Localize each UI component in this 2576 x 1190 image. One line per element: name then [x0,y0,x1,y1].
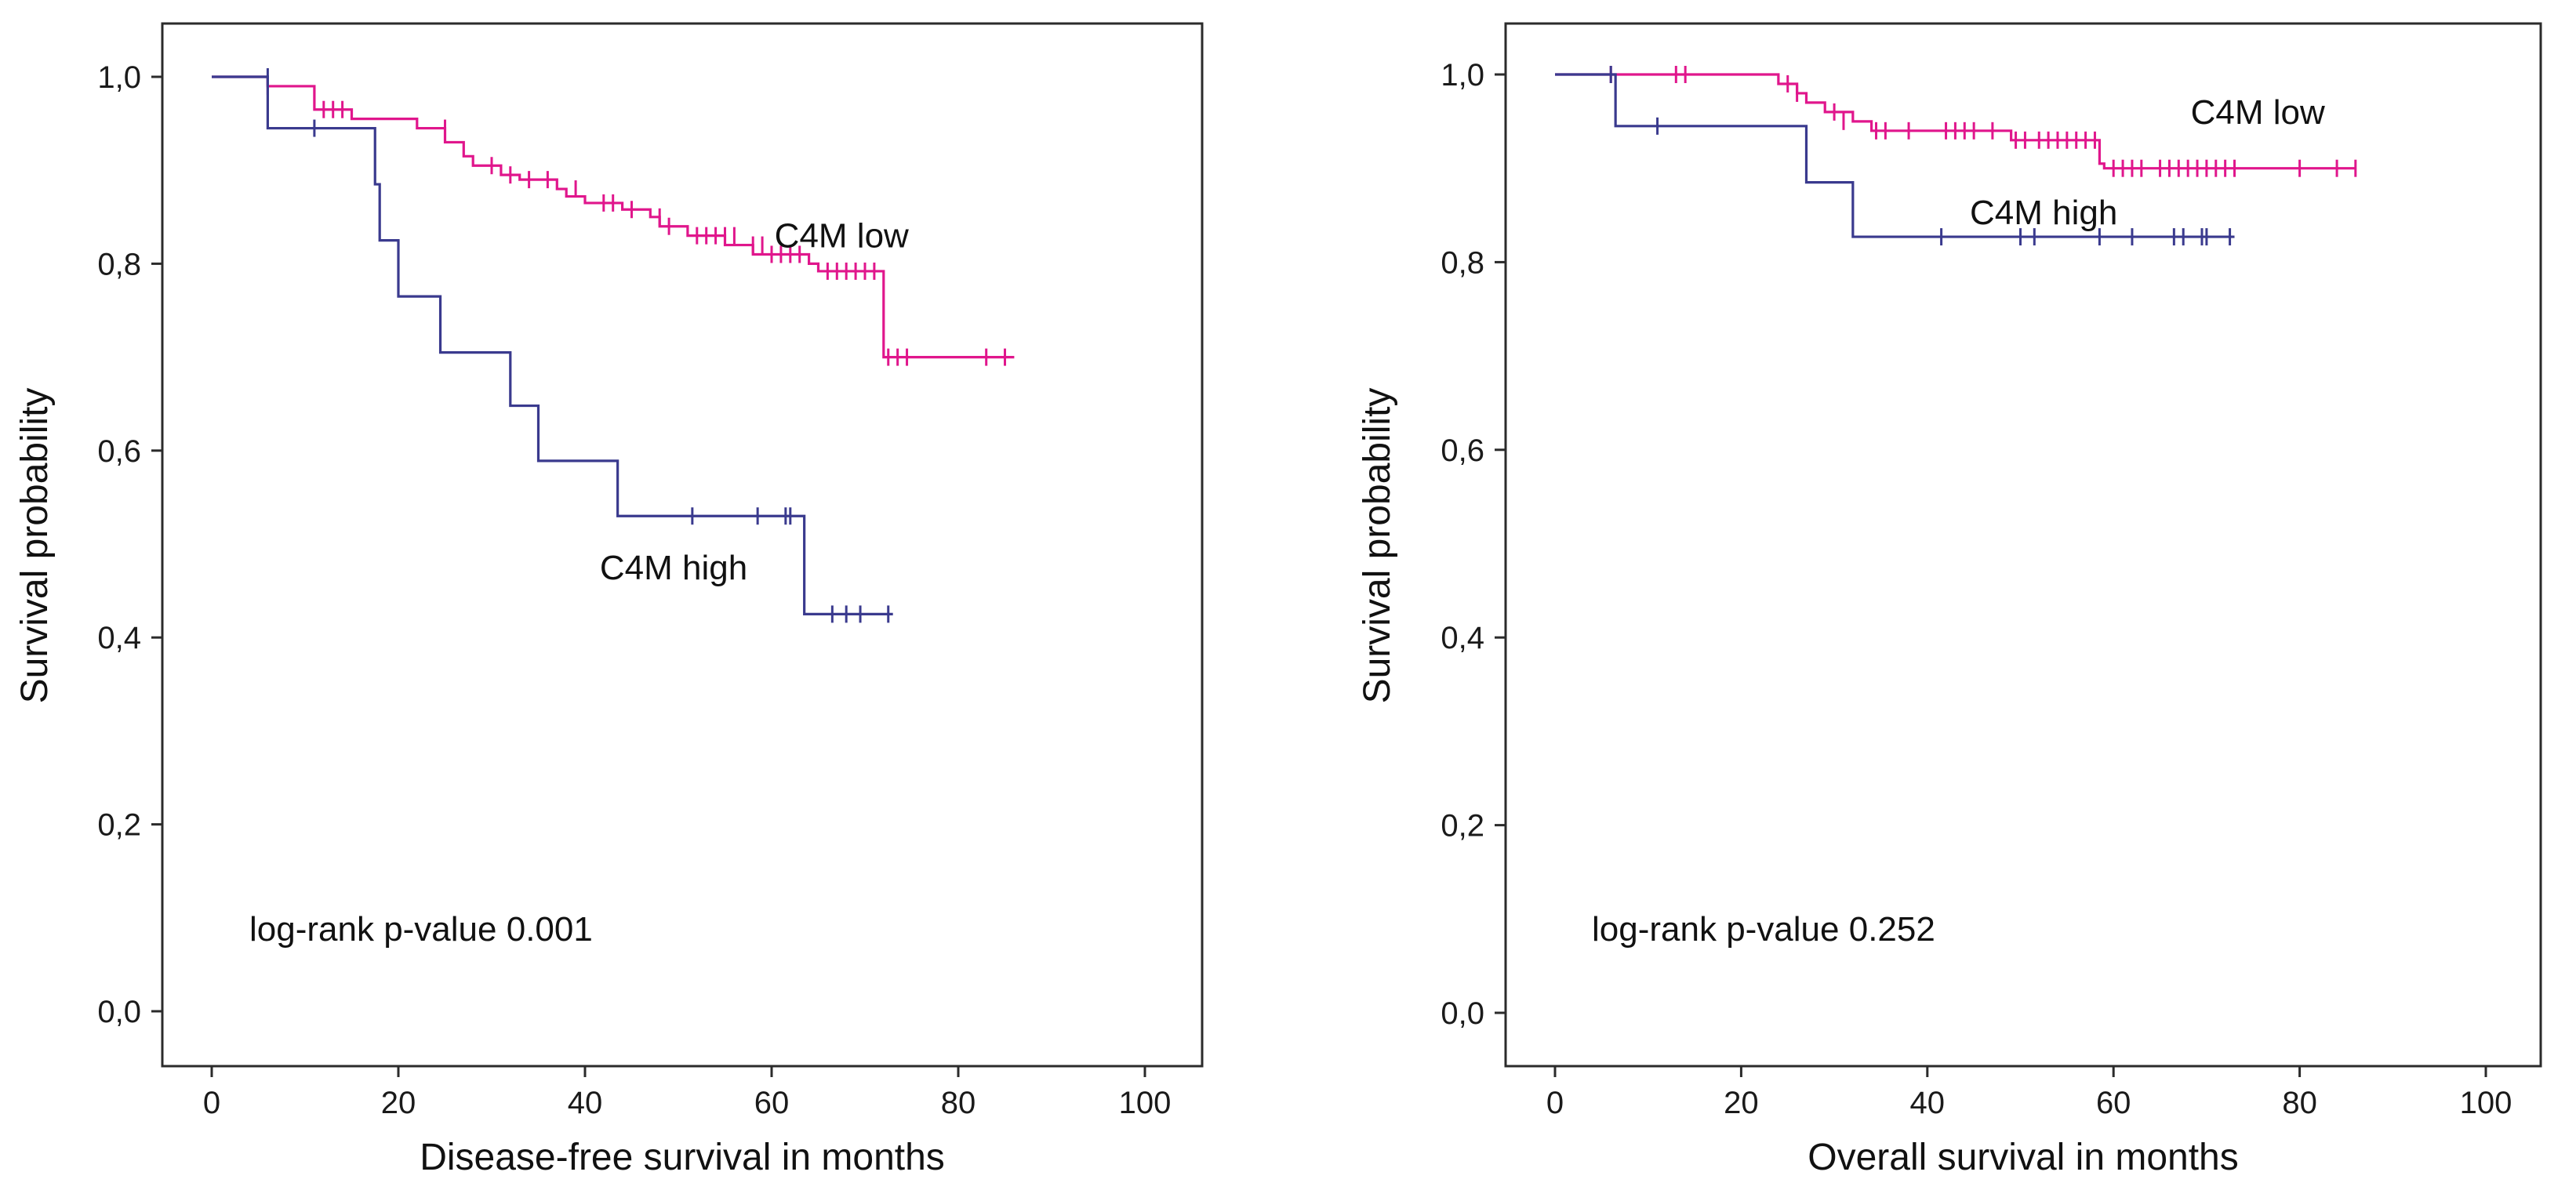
x-tick-label: 80 [2282,1086,2317,1120]
survival-curves: C4M low C4M high [212,68,1015,623]
x-tick-label: 60 [754,1086,790,1120]
logrank-annotation: log-rank p-value 0.252 [1592,910,1935,949]
y-tick-label: 0,0 [1441,996,1484,1031]
x-tick-label: 0 [1546,1086,1564,1120]
y-tick-label: 0,2 [1441,809,1484,844]
series-label-high: C4M high [600,549,747,587]
y-tick-label: 0,0 [97,995,141,1029]
x-tick-label: 100 [1119,1086,1172,1120]
survival-curves: C4M low C4M high [1555,66,2357,246]
y-tick-label: 0,8 [97,247,141,281]
series-high: C4M high [1555,66,2235,246]
series-label-low: C4M low [775,217,909,256]
series-high: C4M high [212,68,893,623]
plot-frame [1504,22,2542,1068]
y-tick-label: 0,8 [1441,245,1484,280]
x-axis-title: Disease-free survival in months [420,1137,945,1178]
x-tick-label: 20 [1724,1086,1759,1120]
x-tick-label: 20 [381,1086,416,1120]
y-axis-title: Survival probability [14,388,56,704]
x-axis-title: Overall survival in months [1808,1137,2239,1178]
y-tick-label: 0,6 [1441,434,1484,468]
x-tick-label: 40 [568,1086,603,1120]
y-tick-label: 0,4 [1441,621,1484,655]
y-tick-label: 1,0 [97,60,141,95]
x-tick-label: 60 [2096,1086,2131,1120]
x-tick-label: 80 [941,1086,976,1120]
survival-line-high [212,75,893,615]
series-label-low: C4M low [2191,93,2325,132]
logrank-annotation: log-rank p-value 0.001 [249,910,593,949]
x-tick-label: 100 [2460,1086,2512,1120]
series-label-high: C4M high [1970,194,2117,232]
survival-line-high [1555,73,2235,238]
y-tick-label: 1,0 [1441,58,1484,93]
series-low: C4M low [1555,66,2357,177]
x-axis-ticks: 0 20 40 60 80 100 [203,1066,1172,1120]
series-low: C4M low [212,75,1015,366]
plot-frame [161,22,1204,1068]
x-axis-ticks: 0 20 40 60 80 100 [1546,1066,2512,1120]
y-tick-label: 0,2 [97,808,141,843]
y-axis-title: Survival probability [1357,388,1398,704]
y-axis-ticks: 0,0 0,2 0,4 0,6 0,8 1,0 [97,60,162,1029]
y-axis-ticks: 0,0 0,2 0,4 0,6 0,8 1,0 [1441,58,1506,1031]
x-tick-label: 40 [1910,1086,1946,1120]
chart-panel-disease-free: 0,00,20,40,60,81,0 0 20 40 60 80 100 C4M lowC… [14,22,1204,1178]
y-tick-label: 0,4 [97,621,141,655]
chart-panel-overall: 0,00,20,40,60,81,0 0 20 40 60 80 100 C4M lowC… [1357,22,2542,1178]
x-tick-label: 0 [203,1086,220,1120]
y-tick-label: 0,6 [97,434,141,469]
